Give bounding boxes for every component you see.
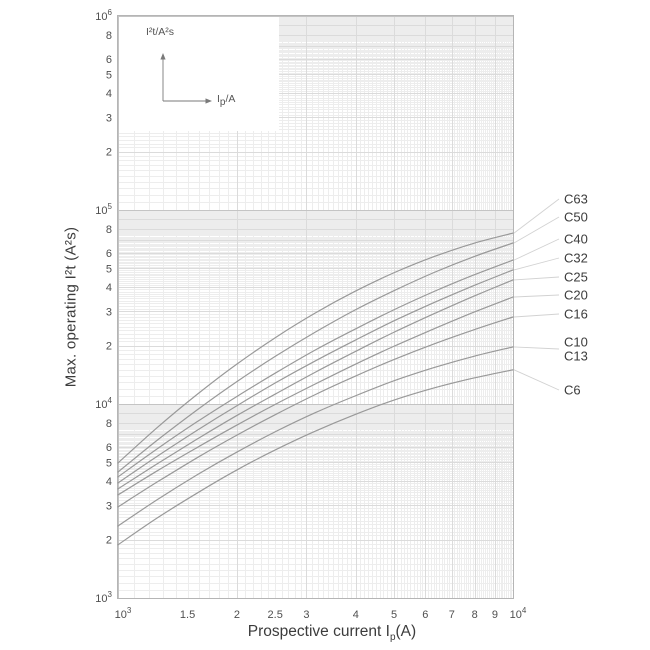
inset-panel: [119, 17, 279, 131]
leader-C50: [513, 216, 560, 244]
y-tick-label: 6: [106, 442, 112, 454]
x-axis-title-sub: p: [389, 632, 396, 644]
curve-label-C16: C16: [564, 307, 588, 322]
curve-C20: [117, 296, 514, 496]
leader-C20: [513, 294, 560, 298]
y-tick-label: 6: [106, 54, 112, 66]
leader-C16: [513, 313, 560, 318]
curve-C10-C13: [117, 346, 514, 527]
inset-x-label-pre: I: [217, 93, 220, 105]
x-tick-label: 5: [391, 609, 397, 621]
x-tick-label: 7: [449, 609, 455, 621]
curve-label-C6: C6: [564, 383, 581, 398]
x-tick-label: 2.5: [268, 609, 283, 621]
y-tick-label: 3: [106, 306, 112, 318]
x-tick-label: 104: [510, 606, 527, 621]
x-tick-label: 9: [492, 609, 498, 621]
y-tick-label: 4: [106, 282, 112, 294]
y-tick-label: 3: [106, 112, 112, 124]
curve-C25: [117, 279, 514, 490]
leader-C6: [513, 369, 560, 391]
y-tick-label: 8: [106, 224, 112, 236]
y-tick-label: 6: [106, 248, 112, 260]
y-tick-label: 104: [95, 396, 112, 411]
curve-C63: [117, 232, 514, 464]
plot-border: [117, 15, 514, 599]
curve-C6: [117, 369, 514, 546]
curve-label-C32: C32: [564, 251, 588, 266]
x-tick-label: 8: [472, 609, 478, 621]
y-tick-label: 2: [106, 147, 112, 159]
x-tick-label: 2: [234, 609, 240, 621]
x-axis-title-post: (A): [395, 623, 417, 640]
x-tick-label: 3: [303, 609, 309, 621]
y-tick-label: 106: [95, 8, 112, 23]
curve-label-C40: C40: [564, 232, 588, 247]
curve-label-C10: C10: [564, 335, 588, 350]
inset-x-label-post: /A: [225, 93, 236, 105]
y-tick-label: 2: [106, 535, 112, 547]
inset-up-arrow-icon: [160, 53, 166, 60]
x-axis-title: Prospective current Ip(A): [247, 623, 417, 644]
y-tick-label: 5: [106, 69, 112, 81]
y-axis-title: Max. operating I²t (A²s): [63, 227, 80, 388]
inset-x-axis-label: Ip/A: [217, 93, 236, 109]
y-tick-label: 5: [106, 263, 112, 275]
y-axis-title-text: Max. operating I²t (A²s): [62, 226, 80, 388]
curve-C32: [117, 269, 514, 484]
y-tick-label: 2: [106, 341, 112, 353]
x-tick-label: 1.5: [180, 609, 195, 621]
x-tick-label: 6: [422, 609, 428, 621]
leader-C40: [513, 238, 560, 261]
curve-C16: [117, 316, 514, 508]
y-tick-label: 8: [106, 30, 112, 42]
y-tick-label: 4: [106, 88, 112, 100]
curve-C40: [117, 259, 514, 478]
y-tick-label: 4: [106, 476, 112, 488]
inset-right-arrow-icon: [205, 98, 212, 104]
x-tick-label: 103: [115, 606, 132, 621]
x-tick-label: 4: [353, 609, 359, 621]
y-tick-label: 8: [106, 418, 112, 430]
y-tick-label: 105: [95, 202, 112, 217]
curve-label-C20: C20: [564, 288, 588, 303]
curve-label-C63: C63: [564, 192, 588, 207]
leader-C10-C13: [513, 346, 560, 350]
curve-label-C13: C13: [564, 349, 588, 364]
leader-C25: [513, 276, 560, 281]
inset-y-axis-label: I²t/A²s: [146, 26, 174, 38]
curve-label-C50: C50: [564, 210, 588, 225]
inset-x-label-sub: p: [219, 97, 226, 109]
x-axis-title-pre: Prospective current I: [247, 623, 390, 640]
y-tick-label: 5: [106, 457, 112, 469]
curve-C50: [117, 242, 514, 473]
curve-label-C25: C25: [564, 270, 588, 285]
leader-C32: [513, 257, 560, 271]
y-tick-label: 3: [106, 500, 112, 512]
y-tick-label: 103: [95, 590, 112, 605]
leader-C63: [513, 198, 560, 234]
